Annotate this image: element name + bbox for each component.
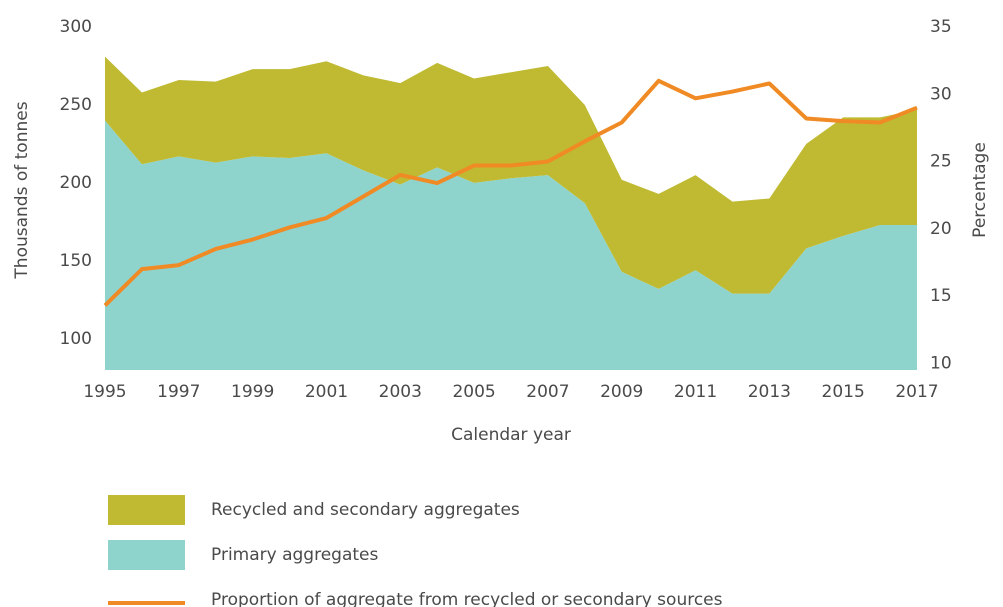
line: [103, 78, 918, 307]
legend-label: Recycled and secondary aggregates: [211, 500, 520, 520]
y2-tick-label: 10: [930, 353, 952, 373]
x-tick-label: 1999: [231, 382, 274, 402]
y-axis-label: Thousands of tonnes: [12, 101, 32, 279]
y2-tick-label: 30: [930, 84, 952, 104]
y2-tick-label: 35: [930, 17, 952, 37]
x-tick-label: 1995: [83, 382, 126, 402]
y-tick-label: 150: [60, 251, 92, 271]
x-axis-label: Calendar year: [451, 425, 571, 445]
y-tick-label: 250: [60, 95, 92, 115]
area: [105, 56, 917, 294]
x-tick-label: 2009: [600, 382, 643, 402]
y-tick-label: 100: [60, 329, 92, 349]
x-tick-label: 2017: [895, 382, 938, 402]
x-tick-label: 2007: [526, 382, 569, 402]
y2-tick-label: 15: [930, 286, 952, 306]
legend-label: Primary aggregates: [211, 545, 379, 565]
x-tick-label: 2005: [452, 382, 495, 402]
x-tick-label: 2013: [748, 382, 791, 402]
area: [105, 120, 917, 370]
legend-label: Proportion of aggregate from recycled or…: [211, 590, 723, 607]
x-tick-label: 1997: [157, 382, 200, 402]
legend-swatch: [108, 495, 185, 525]
x-tick-label: 2001: [305, 382, 348, 402]
x-tick-label: 2003: [379, 382, 422, 402]
y2-axis-label: Percentage: [970, 142, 990, 238]
y2-tick-label: 20: [930, 219, 952, 239]
y2-tick-label: 25: [930, 152, 952, 172]
x-tick-label: 2015: [822, 382, 865, 402]
legend-swatch: [108, 540, 185, 570]
y-tick-label: 200: [60, 173, 92, 193]
y-tick-label: 300: [60, 17, 92, 37]
x-tick-label: 2011: [674, 382, 717, 402]
